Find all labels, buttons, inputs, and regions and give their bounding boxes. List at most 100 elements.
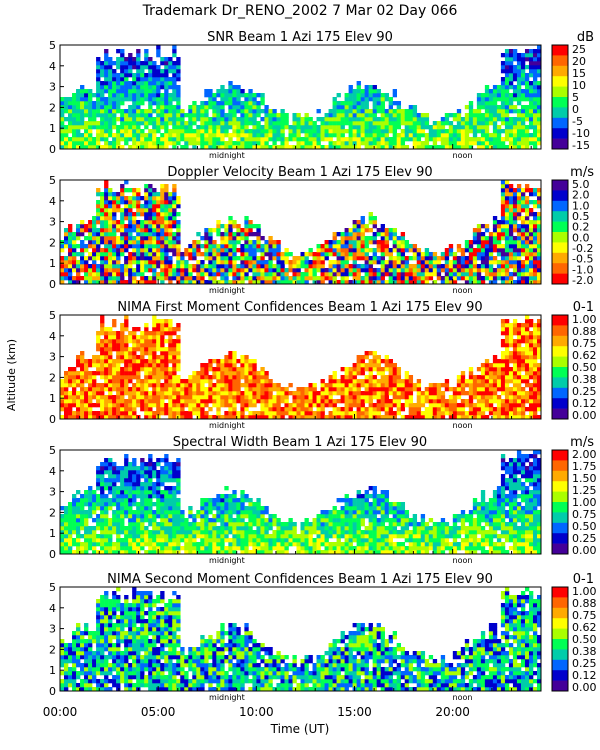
heatmap-cell [176, 65, 181, 70]
heatmap-cell [272, 145, 277, 150]
heatmap-cell [172, 343, 177, 348]
heatmap-cell [152, 192, 157, 197]
heatmap-cell [360, 359, 365, 364]
heatmap-cell [428, 383, 434, 388]
heatmap-cell [416, 276, 422, 281]
heatmap-cell [244, 383, 249, 388]
heatmap-cell [496, 260, 502, 265]
heatmap-cell [116, 196, 121, 201]
heatmap-cell [68, 232, 73, 237]
heatmap-cell [304, 145, 309, 150]
heatmap-cell [288, 268, 293, 273]
heatmap-cell [160, 371, 165, 376]
heatmap-cell [144, 395, 149, 400]
heatmap-cell [468, 391, 474, 396]
heatmap-cell [444, 403, 450, 408]
heatmap-cell [224, 117, 229, 122]
heatmap-cell [228, 371, 233, 376]
heatmap-cell [236, 240, 241, 245]
heatmap-cell [68, 264, 73, 269]
heatmap-cell [432, 260, 438, 265]
heatmap-cell [388, 359, 393, 364]
heatmap-cell [324, 125, 329, 130]
heatmap-cell [112, 192, 117, 197]
heatmap-cell [284, 117, 289, 122]
heatmap-cell [244, 137, 249, 142]
heatmap-cell [500, 204, 506, 209]
heatmap-cells [60, 45, 542, 150]
heatmap-cell [276, 252, 281, 257]
heatmap-cell [532, 200, 538, 205]
heatmap-cell [252, 371, 257, 376]
heatmap-cell [168, 395, 173, 400]
heatmap-cell [516, 232, 522, 237]
heatmap-cell [288, 145, 293, 150]
heatmap-cell [84, 97, 89, 102]
heatmap-cell [504, 188, 510, 193]
heatmap-cell [152, 196, 157, 201]
heatmap-cell [232, 109, 237, 114]
heatmap-cell [284, 276, 289, 281]
heatmap-cell [156, 85, 161, 90]
heatmap-cell [488, 89, 494, 94]
heatmap-cell [128, 73, 133, 78]
heatmap-cell [232, 129, 237, 134]
heatmap-cell [484, 260, 490, 265]
heatmap-cell [96, 216, 101, 221]
heatmap-cell [272, 113, 277, 118]
heatmap-cell [508, 97, 514, 102]
heatmap-cell [80, 145, 85, 150]
heatmap-cell [304, 387, 309, 392]
heatmap-cell [508, 141, 514, 146]
heatmap-cell [256, 399, 261, 404]
heatmap-cell [520, 188, 526, 193]
heatmap-cell [100, 236, 105, 241]
heatmap-cell [396, 117, 402, 122]
heatmap-cell [364, 133, 369, 138]
heatmap-cell [524, 248, 530, 253]
heatmap-cell [152, 319, 157, 324]
heatmap-cell [500, 260, 506, 265]
heatmap-cell [176, 57, 181, 62]
heatmap-cell [380, 276, 385, 281]
heatmap-cell [96, 77, 101, 82]
heatmap-cell [232, 363, 237, 368]
heatmap-cell [476, 109, 482, 114]
heatmap-cell [148, 232, 153, 237]
heatmap-cell [464, 117, 470, 122]
heatmap-cell [304, 260, 309, 265]
heatmap-cell [312, 415, 317, 420]
heatmap-cell [188, 411, 193, 416]
heatmap-cell [460, 129, 466, 134]
heatmap-cell [336, 121, 341, 126]
heatmap-cell [72, 232, 77, 237]
heatmap-cell [216, 145, 221, 150]
heatmap-cell [508, 244, 514, 249]
heatmap-cell [304, 403, 309, 408]
heatmap-cell [152, 65, 157, 70]
heatmap-cell [128, 379, 133, 384]
heatmap-cell [76, 371, 81, 376]
heatmap-cell [248, 137, 253, 142]
heatmap-cell [488, 240, 494, 245]
heatmap-cell [92, 268, 97, 273]
heatmap-cell [404, 268, 410, 273]
heatmap-cell [520, 268, 526, 273]
heatmap-cell [180, 411, 185, 416]
heatmap-cell [140, 268, 145, 273]
heatmap-cell [148, 244, 153, 249]
heatmap-cell [228, 379, 233, 384]
heatmap-cell [308, 264, 313, 269]
heatmap-cell [468, 411, 474, 416]
heatmap-cell [116, 85, 121, 90]
heatmap-cell [140, 196, 145, 201]
heatmap-cell [228, 105, 233, 110]
heatmap-cell [276, 129, 281, 134]
heatmap-cell [128, 395, 133, 400]
heatmap-cell [400, 248, 406, 253]
heatmap-cell [128, 363, 133, 368]
heatmap-cell [464, 121, 470, 126]
heatmap-cell [380, 359, 385, 364]
heatmap-cell [520, 240, 526, 245]
heatmap-cell [400, 117, 406, 122]
